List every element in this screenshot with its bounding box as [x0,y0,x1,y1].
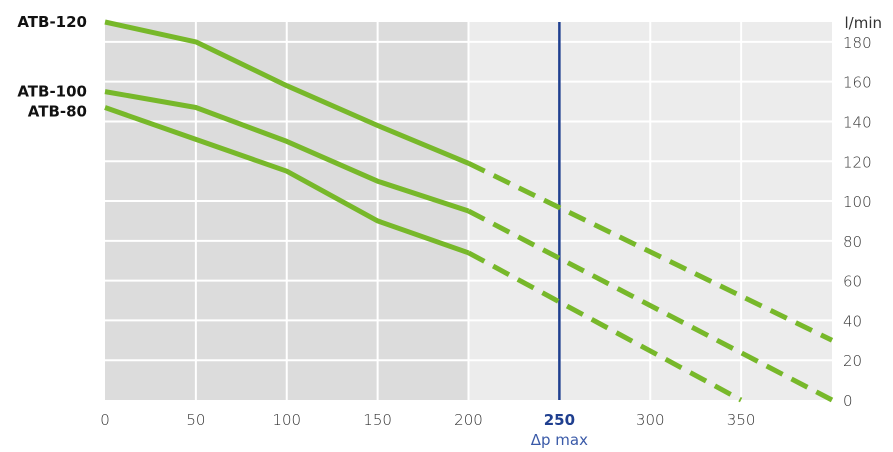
y-tick-180: 180 [843,34,872,52]
x-tick-50: 50 [186,411,205,429]
series-label-atb-100: ATB-100 [17,83,87,101]
series-extrapolation-atb-80 [467,250,743,403]
y-tick-0: 0 [843,392,853,410]
series-label-atb-80: ATB-80 [28,103,87,121]
series-label-atb-120: ATB-120 [17,13,87,31]
marker-sublabel: Δp max [531,431,588,449]
y-tick-120: 120 [843,153,872,171]
y-tick-100: 100 [843,193,872,211]
series-extrapolation-atb-120 [467,161,834,343]
y-axis-unit: l/min [844,14,882,32]
x-tick-100: 100 [272,411,301,429]
y-tick-20: 20 [843,352,862,370]
x-tick-350: 350 [727,411,756,429]
y-tick-40: 40 [843,312,862,330]
y-tick-140: 140 [843,113,872,131]
x-tick-300: 300 [636,411,665,429]
x-tick-150: 150 [363,411,392,429]
series-extrapolation-atb-100 [467,208,834,403]
series-line-atb-100 [104,89,470,214]
series-line-atb-120 [104,19,470,166]
y-axis-ticks: 0 20 40 60 80 100 120 140 160 180 [843,34,872,410]
series-labels: ATB-120 ATB-100 ATB-80 [17,13,87,121]
x-tick-0: 0 [100,411,110,429]
y-tick-60: 60 [843,273,862,291]
x-axis-ticks: 0 50 100 150 200 250 300 350 Δp max [100,411,755,449]
y-tick-160: 160 [843,74,872,92]
series-line-atb-80 [104,105,470,256]
x-tick-250: 250 [544,411,575,429]
x-tick-200: 200 [454,411,483,429]
series-lines [104,19,834,403]
y-tick-80: 80 [843,233,862,251]
